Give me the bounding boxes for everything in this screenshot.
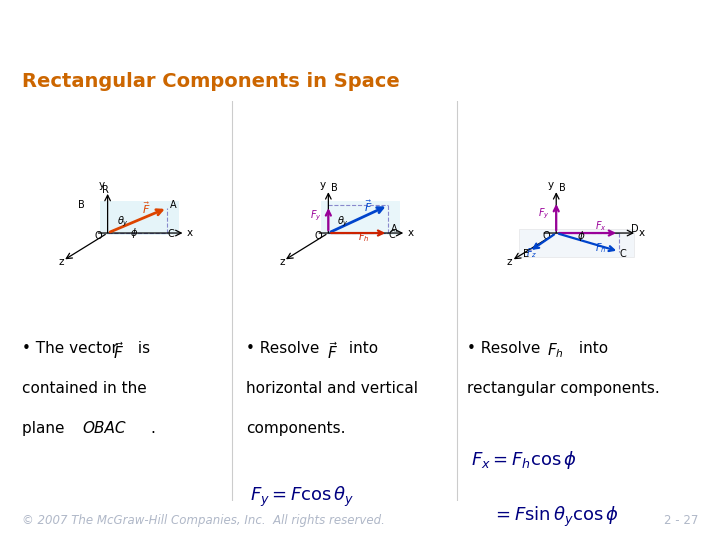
Text: E: E [523,248,529,259]
Text: OBAC: OBAC [83,421,126,436]
Text: is: is [132,341,150,356]
Polygon shape [321,201,400,235]
Text: • Resolve: • Resolve [246,341,325,356]
Text: horizontal and vertical: horizontal and vertical [246,381,418,396]
Text: O: O [94,231,102,241]
Text: B: B [78,200,84,210]
Text: $\theta_y$: $\theta_y$ [117,215,129,230]
Text: $\vec{F}$: $\vec{F}$ [364,198,373,214]
Text: $\vec{F}$: $\vec{F}$ [142,200,150,215]
Text: $F_y$: $F_y$ [310,208,322,222]
Text: C: C [388,230,395,240]
Text: $F_y$: $F_y$ [539,207,550,221]
Text: $\vec{F}$: $\vec{F}$ [113,341,125,362]
Text: $F_y = F\cos\theta_y$: $F_y = F\cos\theta_y$ [250,485,355,509]
Text: rectangular components.: rectangular components. [467,381,660,396]
Text: x: x [187,228,193,238]
Text: $\vec{F}$: $\vec{F}$ [327,341,338,362]
Text: B: B [331,183,338,193]
Text: R: R [102,185,109,195]
Text: contained in the: contained in the [22,381,147,396]
Text: © 2007 The McGraw-Hill Companies, Inc.  All rights reserved.: © 2007 The McGraw-Hill Companies, Inc. A… [22,514,385,527]
Text: z: z [279,257,284,267]
Text: $\theta_y$: $\theta_y$ [338,214,349,228]
Text: x: x [408,228,414,238]
Text: O: O [315,231,323,241]
Text: plane: plane [22,421,70,436]
Text: $F_h$: $F_h$ [547,341,564,360]
Text: $F_z$: $F_z$ [526,247,538,260]
Text: $F_x = F_h\cos\phi$: $F_x = F_h\cos\phi$ [471,449,577,471]
Text: $F_x$: $F_x$ [595,220,607,233]
Text: $\phi$: $\phi$ [577,229,585,243]
Text: • The vector: • The vector [22,341,123,356]
Text: B: B [559,183,566,193]
Polygon shape [100,201,179,235]
Text: C: C [619,248,626,259]
Text: 2 - 27: 2 - 27 [664,514,698,527]
Text: $\phi$: $\phi$ [130,226,138,240]
Text: x: x [639,228,644,238]
Text: y: y [320,180,325,190]
Text: A: A [171,200,177,210]
Text: .: . [150,421,156,436]
Text: $= F\sin\theta_y\cos\phi$: $= F\sin\theta_y\cos\phi$ [492,505,618,529]
Text: Vector Mechanics for Engineers: Statics: Vector Mechanics for Engineers: Statics [22,17,706,45]
Text: $F_h$: $F_h$ [359,230,369,244]
Text: components.: components. [246,421,346,436]
Polygon shape [519,229,634,256]
Text: Rectangular Components in Space: Rectangular Components in Space [22,72,400,91]
Text: D: D [631,224,639,234]
Text: y: y [99,180,105,191]
Text: A: A [391,224,397,234]
Text: • Resolve: • Resolve [467,341,546,356]
Text: into: into [574,341,608,356]
Text: z: z [507,257,513,267]
Text: C: C [168,229,174,239]
Text: y: y [547,180,554,190]
Text: z: z [58,257,64,267]
Text: into: into [344,341,378,356]
Text: $F_h$: $F_h$ [595,241,606,255]
Text: O: O [543,231,550,241]
